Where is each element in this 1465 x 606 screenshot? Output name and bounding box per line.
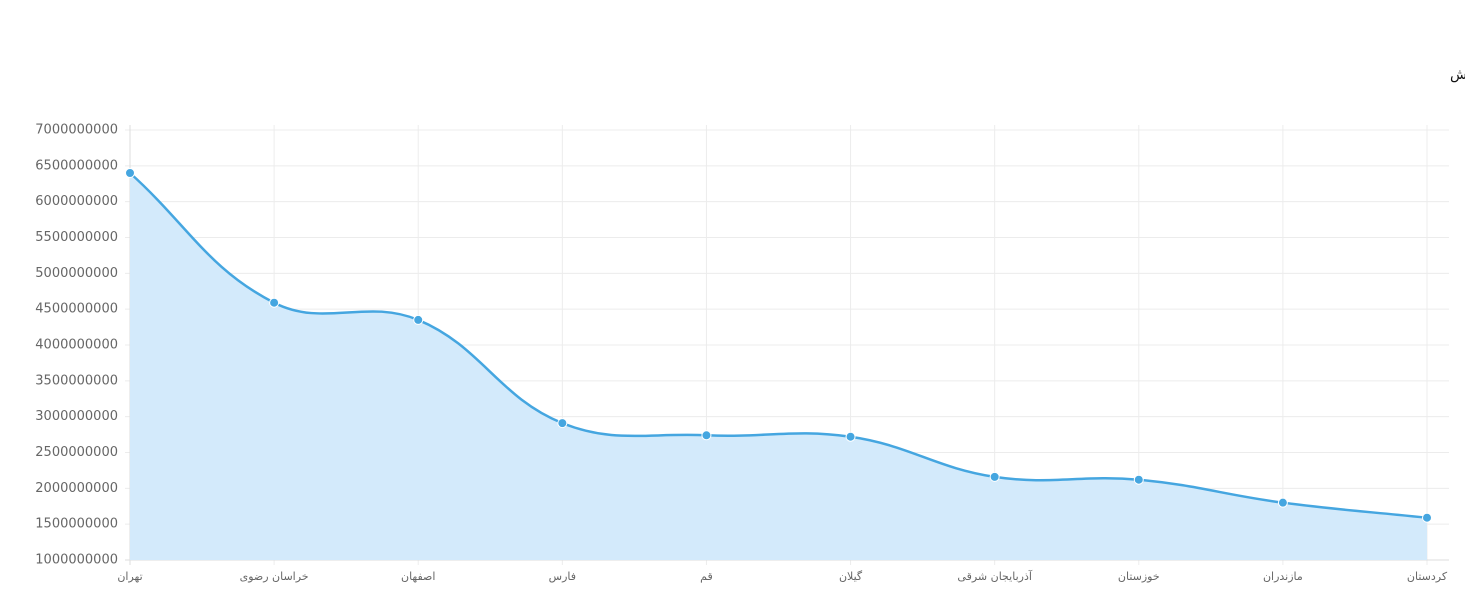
y-tick-label: 1000000000 <box>35 553 118 568</box>
y-tick-label: 1500000000 <box>35 517 118 532</box>
y-tick-label: 6000000000 <box>35 194 118 209</box>
line <box>129 172 1428 519</box>
point <box>701 430 712 441</box>
point <box>269 297 280 308</box>
x-tick-label: اصفهان <box>401 570 435 583</box>
point <box>845 431 856 442</box>
y-tick-label: 3500000000 <box>35 373 118 388</box>
x-tick-label: آذربایجان شرقی <box>957 569 1032 583</box>
point <box>413 314 424 325</box>
area <box>130 173 1427 560</box>
y-tick-label: 6500000000 <box>35 158 118 173</box>
point <box>1133 474 1144 485</box>
point <box>1277 497 1288 508</box>
x-tick-label: مازندران <box>1263 570 1303 583</box>
y-tick-label: 3000000000 <box>35 409 118 424</box>
x-tick-label: خوزستان <box>1118 570 1160 583</box>
y-tick-label: 4500000000 <box>35 302 118 317</box>
x-tick-label: کردستان <box>1407 570 1448 583</box>
x-tick-label: خراسان رضوی <box>240 570 309 583</box>
y-tick-label: 4000000000 <box>35 338 118 353</box>
y-tick-label: 5000000000 <box>35 266 118 281</box>
point <box>125 168 135 178</box>
y-tick-label: 2500000000 <box>35 445 118 460</box>
y-tick-label: 7000000000 <box>35 123 118 138</box>
point <box>557 418 568 429</box>
y-tick-label: 5500000000 <box>35 230 118 245</box>
x-tick-label: فارس <box>549 570 576 583</box>
point <box>1422 512 1432 523</box>
y-tick-label: 2000000000 <box>35 481 118 496</box>
x-tick-label: گیلان <box>839 570 863 583</box>
point <box>989 471 1000 482</box>
x-tick-label: قم <box>700 570 713 583</box>
chart-title: پرفروش ترین استان ها بر اساس مبلغ فروش <box>1450 67 1465 83</box>
x-tick-label: تهران <box>117 570 142 583</box>
